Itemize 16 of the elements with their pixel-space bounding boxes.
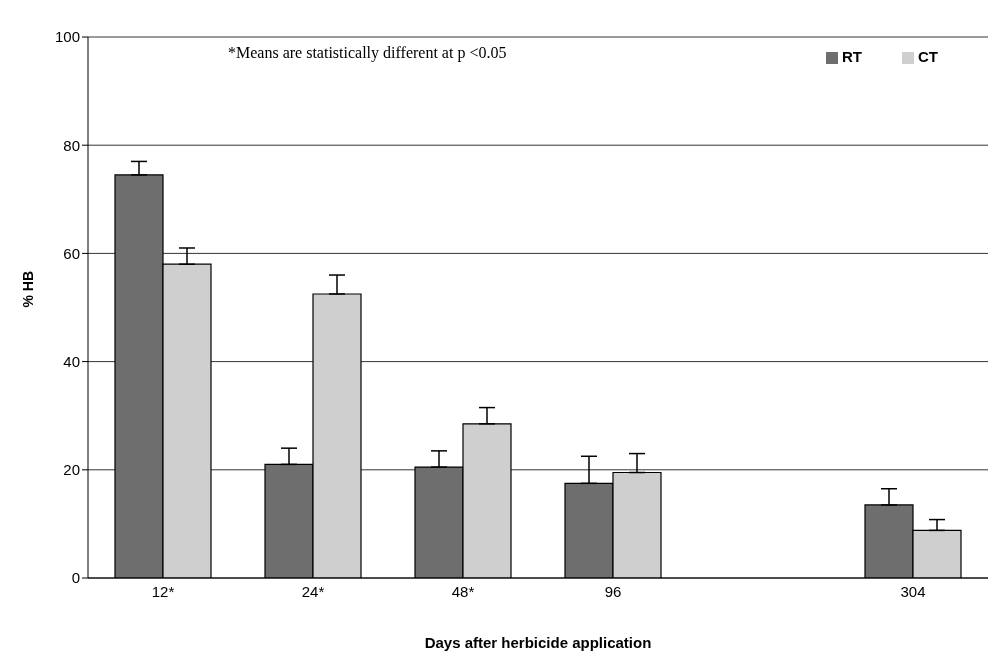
annotation: *Means are statistically different at p <0.05 bbox=[228, 44, 507, 62]
legend-label: CT bbox=[918, 48, 938, 65]
y-tick-label: 20 bbox=[63, 461, 80, 479]
x-axis-title: Days after herbicide application bbox=[424, 634, 652, 651]
y-tick-label: 100 bbox=[54, 28, 80, 46]
x-tick-label: 304 bbox=[900, 582, 926, 600]
y-tick-label: 0 bbox=[71, 569, 80, 587]
x-tick-label: 48* bbox=[451, 582, 475, 600]
x-tick-label: 12* bbox=[151, 582, 175, 600]
y-tick-label: 40 bbox=[63, 352, 80, 370]
x-tick-label: 96 bbox=[604, 582, 622, 600]
y-tick-label: 80 bbox=[63, 136, 80, 154]
y-tick-label: 60 bbox=[63, 244, 80, 262]
legend-label: RT bbox=[842, 48, 862, 65]
x-tick-label: 24* bbox=[301, 582, 325, 600]
y-axis-title: % HB bbox=[19, 270, 36, 308]
